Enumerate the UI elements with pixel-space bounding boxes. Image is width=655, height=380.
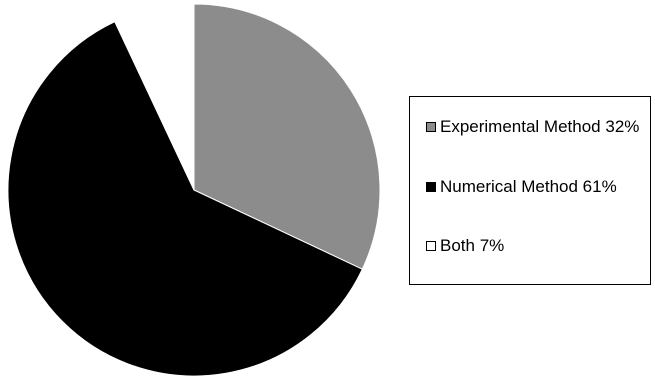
pie-slice-numerical <box>7 21 363 377</box>
legend-label-numerical: Numerical Method 61% <box>440 177 617 196</box>
pie-slice-experimental <box>193 3 381 270</box>
legend-item-both: Both 7% <box>426 236 645 256</box>
legend-label-both: Both 7% <box>440 236 505 255</box>
legend-item-experimental: Experimental Method 32% <box>426 117 645 137</box>
legend-item-numerical: Numerical Method 61% <box>426 177 645 197</box>
legend-swatch-experimental <box>426 122 436 132</box>
pie-chart <box>7 3 381 377</box>
legend: Experimental Method 32% Numerical Method… <box>409 96 651 285</box>
legend-swatch-both <box>426 241 436 251</box>
legend-label-experimental: Experimental Method 32% <box>440 117 640 136</box>
legend-swatch-numerical <box>426 182 436 192</box>
pie-slice-both <box>114 3 195 191</box>
